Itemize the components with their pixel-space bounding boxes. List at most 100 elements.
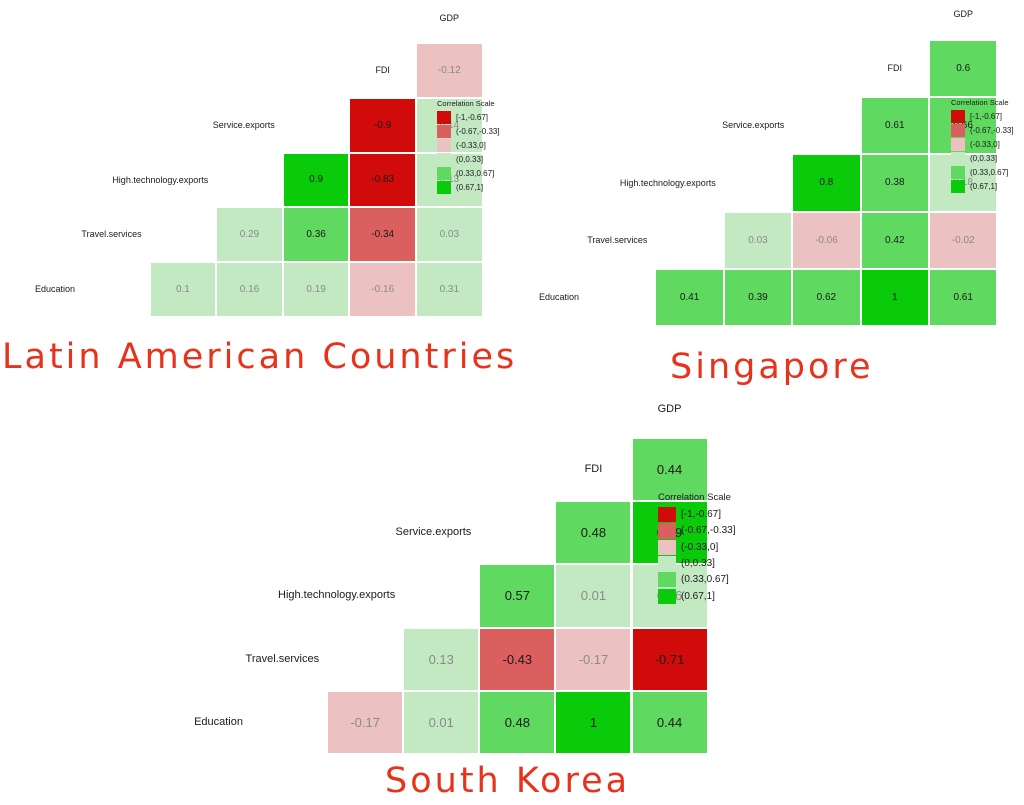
heatmap-cell-education-fdi: 1 bbox=[555, 690, 632, 754]
heatmap-cell-travel-services-gdp: 0.03 bbox=[416, 207, 483, 263]
heatmap-cell-high-technology-exports-service-exports: 0.8 bbox=[792, 154, 861, 212]
heatmap-cell-travel-services-service-exports: -0.43 bbox=[479, 627, 556, 691]
legend-swatch bbox=[437, 181, 451, 194]
row-label-education: Education bbox=[538, 292, 579, 302]
legend-swatch bbox=[658, 507, 676, 523]
heatmap-cell-high-technology-exports-fdi: 0.01 bbox=[555, 564, 632, 628]
heatmap-cell-fdi-gdp: 0.6 bbox=[929, 40, 998, 98]
legend-item-1: (-0.67,-0.33] bbox=[658, 523, 736, 539]
column-label-fdi: FDI bbox=[584, 463, 603, 475]
legend-swatch bbox=[951, 110, 965, 123]
heatmap-cell-education-gdp: 0.31 bbox=[416, 262, 483, 317]
legend-title: Correlation Scale bbox=[951, 98, 1009, 107]
legend-swatch bbox=[658, 539, 676, 555]
legend-swatch bbox=[437, 125, 451, 138]
column-label-gdp: GDP bbox=[953, 8, 973, 19]
legend-swatch bbox=[437, 111, 451, 124]
legend-label: (-0.67,-0.33] bbox=[681, 525, 736, 537]
legend-label: (0.67,1] bbox=[970, 182, 998, 191]
heatmap-cell-travel-services-gdp: -0.02 bbox=[929, 211, 998, 269]
heatmap-cell-travel-services-high-technology-exports: 0.03 bbox=[723, 211, 793, 269]
caption-south-korea: South Korea bbox=[385, 761, 631, 801]
column-label-fdi: FDI bbox=[375, 65, 390, 75]
legend-item-2: (-0.33,0] bbox=[658, 539, 719, 555]
row-label-high-technology-exports: High.technology.exports bbox=[112, 174, 209, 185]
caption-latin-american-countries: Latin American Countries bbox=[2, 337, 518, 377]
legend-swatch bbox=[951, 180, 965, 193]
heatmap-cell-education-service-exports: 0.62 bbox=[792, 268, 861, 326]
heatmap-cell-education-travel-services: 0.1 bbox=[149, 262, 217, 317]
legend-label: [-1,-0.67] bbox=[970, 112, 1003, 121]
legend-swatch bbox=[658, 588, 676, 604]
legend-label: (0.67,1] bbox=[456, 183, 484, 192]
row-label-service-exports: Service.exports bbox=[212, 119, 275, 130]
legend-label: (-0.33,0] bbox=[970, 140, 1000, 149]
legend-item-4: (0.33,0.67] bbox=[658, 572, 729, 588]
heatmap-cell-fdi-gdp: -0.12 bbox=[416, 43, 483, 98]
heatmap-cell-travel-services-gdp: -0.71 bbox=[631, 627, 708, 691]
heatmap-cell-travel-services-fdi: 0.42 bbox=[860, 211, 929, 269]
legend-swatch bbox=[951, 138, 965, 151]
legend-label: (-0.33,0] bbox=[456, 141, 486, 150]
legend-item-0: [-1,-0.67] bbox=[951, 110, 1002, 123]
legend-item-1: (-0.67,-0.33] bbox=[437, 125, 500, 138]
legend-swatch bbox=[951, 124, 965, 137]
legend-swatch bbox=[658, 555, 676, 572]
row-label-education: Education bbox=[194, 715, 243, 728]
heatmap-cell-high-technology-exports-service-exports: 0.57 bbox=[479, 564, 556, 628]
heatmap-cell-education-fdi: 1 bbox=[860, 268, 929, 326]
heatmap-cell-education-travel-services: -0.17 bbox=[327, 690, 404, 754]
legend-item-5: (0.67,1] bbox=[951, 180, 997, 193]
row-label-high-technology-exports: High.technology.exports bbox=[278, 589, 396, 602]
row-label-travel-services: Travel.services bbox=[81, 229, 142, 240]
heatmap-cell-travel-services-service-exports: 0.36 bbox=[282, 207, 350, 263]
legend-label: [-1,-0.67] bbox=[681, 509, 722, 521]
heatmap-cell-education-high-technology-exports: 0.01 bbox=[403, 690, 480, 754]
legend-label: [-1,-0.67] bbox=[456, 113, 489, 122]
row-label-travel-services: Travel.services bbox=[587, 234, 648, 245]
heatmap-cell-education-service-exports: 0.19 bbox=[282, 262, 350, 317]
heatmap-cell-service-exports-fdi: 0.48 bbox=[555, 501, 632, 565]
legend-swatch bbox=[437, 153, 451, 166]
legend-label: (-0.33,0] bbox=[681, 541, 719, 553]
legend-label: (0.67,1] bbox=[681, 590, 715, 602]
column-label-fdi: FDI bbox=[887, 63, 903, 74]
legend-item-4: (0.33,0.67] bbox=[437, 167, 494, 180]
legend-item-2: (-0.33,0] bbox=[951, 138, 1000, 151]
legend-label: (0,0.33] bbox=[970, 154, 998, 163]
row-label-service-exports: Service.exports bbox=[722, 120, 785, 131]
heatmap-cell-education-high-technology-exports: 0.16 bbox=[216, 262, 283, 317]
caption-singapore: Singapore bbox=[670, 347, 874, 387]
legend-title: Correlation Scale bbox=[658, 491, 731, 503]
legend-item-3: (0,0.33] bbox=[951, 152, 997, 165]
heatmap-cell-travel-services-fdi: -0.17 bbox=[555, 627, 632, 691]
row-label-education: Education bbox=[34, 284, 75, 295]
row-label-travel-services: Travel.services bbox=[245, 652, 320, 665]
legend-item-0: [-1,-0.67] bbox=[658, 507, 722, 523]
heatmap-cell-travel-services-high-technology-exports: 0.29 bbox=[216, 207, 283, 263]
legend-label: (0,0.33] bbox=[681, 558, 715, 570]
legend-label: (-0.67,-0.33] bbox=[456, 127, 500, 136]
heatmap-cell-fdi-gdp: 0.44 bbox=[631, 438, 708, 502]
legend-item-1: (-0.67,-0.33] bbox=[951, 124, 1014, 137]
heatmap-cell-high-technology-exports-fdi: 0.38 bbox=[860, 154, 929, 212]
heatmap-cell-education-high-technology-exports: 0.39 bbox=[723, 268, 793, 326]
column-label-gdp: GDP bbox=[439, 12, 460, 23]
legend-label: (0,0.33] bbox=[456, 155, 484, 164]
legend-swatch bbox=[658, 523, 676, 539]
legend-item-3: (0,0.33] bbox=[658, 555, 715, 572]
legend-swatch bbox=[437, 167, 451, 180]
row-label-high-technology-exports: High.technology.exports bbox=[619, 177, 716, 188]
legend-label: (-0.67,-0.33] bbox=[970, 126, 1014, 135]
heatmap-cell-travel-services-high-technology-exports: 0.13 bbox=[403, 627, 480, 691]
legend-swatch bbox=[437, 139, 451, 152]
legend-item-5: (0.67,1] bbox=[437, 181, 483, 194]
legend-label: (0.33,0.67] bbox=[456, 169, 495, 178]
heatmap-cell-high-technology-exports-service-exports: 0.9 bbox=[282, 152, 350, 208]
heatmap-cell-education-gdp: 0.61 bbox=[929, 268, 998, 326]
legend-item-3: (0,0.33] bbox=[437, 153, 483, 166]
row-label-service-exports: Service.exports bbox=[395, 526, 472, 539]
heatmap-cell-service-exports-fdi: 0.61 bbox=[860, 97, 929, 155]
